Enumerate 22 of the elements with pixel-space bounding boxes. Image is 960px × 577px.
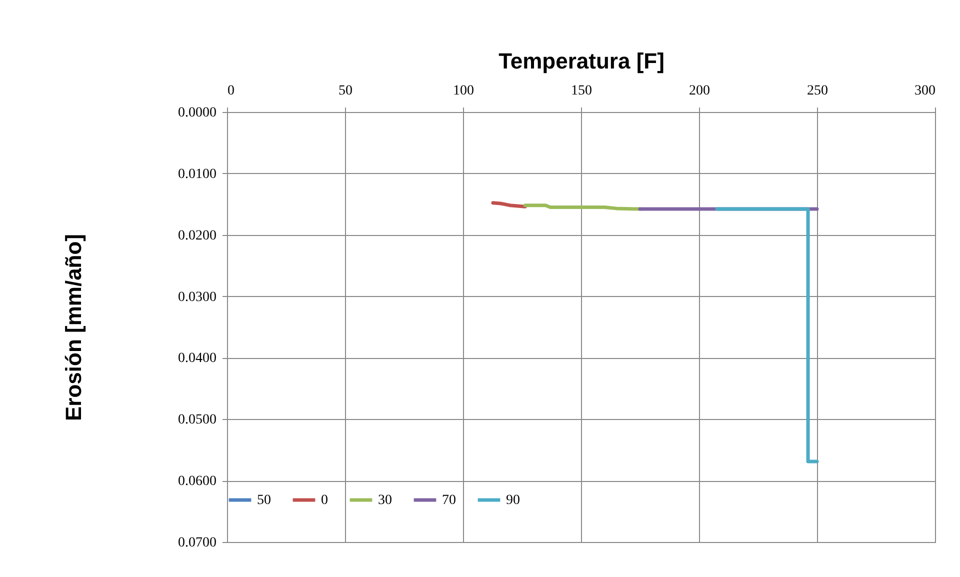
y-axis-title: Erosión [mm/año] <box>61 234 86 422</box>
y-tick-label: 0.0400 <box>178 351 216 366</box>
x-tick-label: 200 <box>689 84 710 98</box>
x-tick-label: 100 <box>453 84 474 98</box>
x-tick-label: 150 <box>571 84 592 98</box>
x-tick-label: 300 <box>914 84 936 98</box>
x-axis-title: Temperatura [F] <box>498 48 664 74</box>
x-tick-label: 0 <box>228 84 234 98</box>
legend-label: 30 <box>378 493 392 508</box>
y-tick-label: 0.0700 <box>178 536 216 550</box>
legend-label: 70 <box>442 493 456 508</box>
legend-label: 90 <box>506 493 520 508</box>
legend-label: 0 <box>321 493 328 508</box>
y-tick-label: 0.0100 <box>178 166 216 182</box>
x-tick-label: 250 <box>807 84 828 98</box>
x-tick-label: 50 <box>338 84 352 98</box>
y-tick-label: 0.0000 <box>178 106 216 120</box>
y-tick-label: 0.0500 <box>178 412 216 428</box>
legend-label: 50 <box>257 493 271 508</box>
y-tick-label: 0.0200 <box>178 228 216 244</box>
y-tick-label: 0.0300 <box>178 290 216 305</box>
y-tick-label: 0.0600 <box>178 474 216 490</box>
